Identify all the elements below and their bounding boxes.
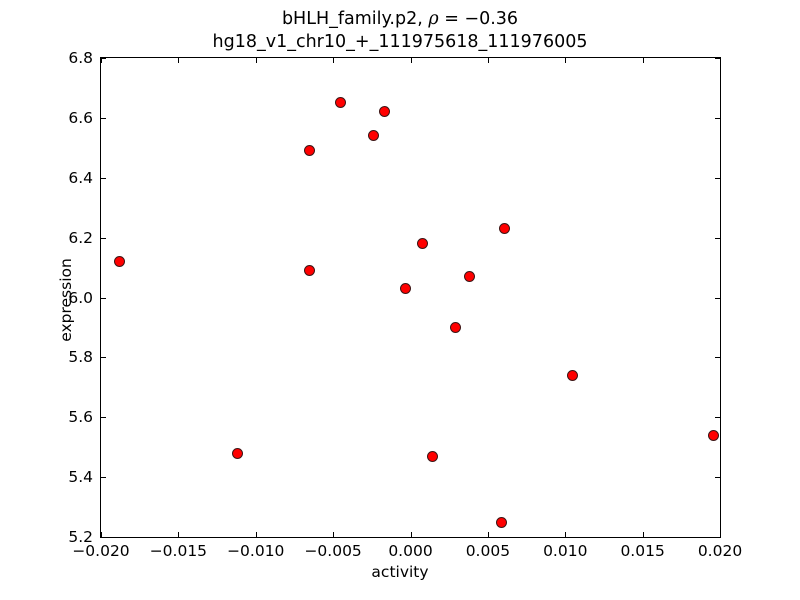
y-axis-tick-right [715,117,720,119]
x-axis-tick-label: −0.015 [149,542,208,560]
x-axis-tick-top [178,58,180,63]
y-axis-tick-label: 6.2 [68,228,93,247]
chart-title-line-1: bHLH_family.p2, ρ = −0.36 [0,8,800,31]
x-axis-tick [487,532,489,537]
scatter-point [499,223,511,235]
x-axis-tick-top [642,58,644,63]
x-axis-tick-top [410,58,412,63]
scatter-point [463,271,475,283]
x-axis-tick [333,532,335,537]
x-axis-tick-top [487,58,489,63]
y-axis-tick [101,58,106,59]
y-axis-tick [101,297,106,299]
scatter-point [400,283,412,295]
scatter-point [378,106,390,118]
y-axis-tick-label: 5.6 [68,408,93,427]
y-axis-tick-right [715,417,720,419]
y-axis-tick-label: 5.8 [68,348,93,367]
plot-data-area [101,58,720,537]
scatter-point [426,450,438,462]
x-axis-tick-top [720,58,721,63]
y-axis-tick-label: 5.4 [68,468,93,487]
scatter-point [449,321,461,333]
x-axis-tick-label: −0.010 [227,542,285,560]
x-axis-tick-top [101,58,102,63]
y-axis-tick-label: 6.6 [68,108,93,127]
scatter-point [304,145,316,157]
scatter-point [496,516,508,528]
scatter-point [417,238,429,250]
y-axis-tick-right [715,477,720,479]
y-axis-tick [101,357,106,359]
y-axis-tick [101,237,106,239]
x-axis-tick-label: −0.005 [304,542,362,560]
x-axis-tick-label: 0.000 [388,542,433,560]
x-axis-tick-label: 0.010 [543,542,588,560]
y-axis-tick [101,177,106,179]
y-axis-tick-label: 6.0 [68,288,93,307]
chart-title: bHLH_family.p2, ρ = −0.36 hg18_v1_chr10_… [0,8,800,54]
y-axis-tick-label: 6.8 [68,49,93,67]
x-axis-tick-label: 0.005 [465,542,511,560]
x-axis-label: activity [371,563,429,581]
y-axis-tick [101,417,106,419]
y-axis-label: expression [56,258,75,342]
x-axis-tick [410,532,412,537]
rho-symbol: ρ [428,9,439,29]
scatter-point [335,97,347,109]
x-axis-tick-top [333,58,335,63]
x-axis-tick [255,532,257,537]
x-axis-tick-top [565,58,567,63]
x-axis-tick-label: 0.020 [697,542,743,560]
y-axis-tick-label: 6.4 [68,168,93,187]
y-axis-tick-right [715,177,720,179]
y-axis-tick-label: 5.2 [68,528,93,546]
scatter-point [367,130,379,142]
x-axis-tick [642,532,644,537]
y-axis-tick-right [715,357,720,359]
y-axis-tick [101,477,106,479]
scatter-point [567,369,579,381]
scatter-point [304,265,316,277]
chart-title-line-2: hg18_v1_chr10_+_111975618_111976005 [212,32,588,52]
x-axis-tick [101,532,102,537]
y-axis-tick-right [715,237,720,239]
x-axis-tick [720,532,721,537]
y-axis-tick [101,117,106,119]
y-axis-tick [101,537,106,538]
x-axis-tick [178,532,180,537]
scatter-point [708,429,720,441]
x-axis-tick-label: −0.020 [72,542,130,560]
scatter-point [231,447,243,459]
x-axis-tick-top [255,58,257,63]
x-axis-tick-label: 0.015 [620,542,665,560]
y-axis-tick-right [715,537,720,538]
x-axis-tick [565,532,567,537]
y-axis-tick-right [715,58,720,59]
y-axis-tick-right [715,297,720,299]
scatter-point [114,256,126,268]
plot-axes-frame: −0.020 −0.015 −0.010 −0.005 0.000 0.005 0.010 0… [68,49,742,560]
chart-title-correlation: = −0.36 [438,9,519,29]
chart-title-prefix: bHLH_family.p2, [281,9,429,29]
